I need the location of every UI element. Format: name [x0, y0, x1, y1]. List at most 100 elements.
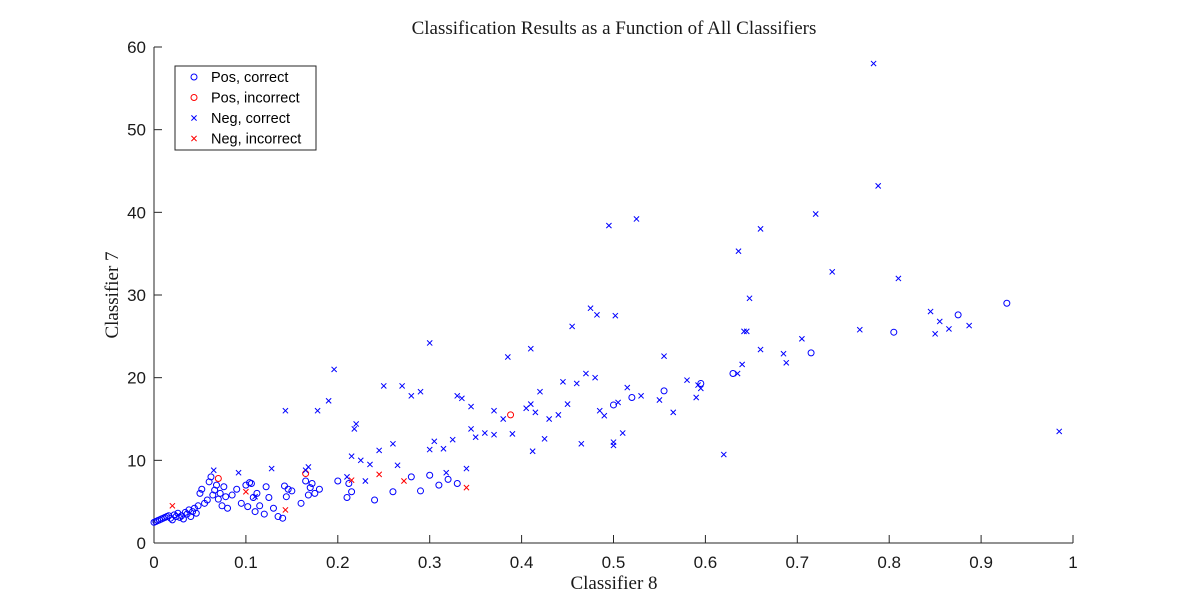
point-neg-correct	[344, 473, 350, 480]
x-tick-label: 0.3	[418, 553, 442, 572]
point-neg-correct	[812, 211, 819, 217]
point-pos-correct	[224, 504, 232, 512]
point-neg-correct	[481, 430, 488, 437]
point-neg-correct	[605, 222, 612, 229]
point-neg-correct	[252, 493, 259, 500]
point-neg-correct	[560, 378, 566, 385]
point-neg-correct	[966, 322, 973, 329]
legend-marker-1	[190, 94, 198, 101]
point-neg-incorrect	[401, 478, 407, 484]
point-neg-correct	[895, 275, 902, 282]
y-ticks: 0 10 20 30 40 50 60	[127, 38, 162, 553]
point-neg-correct	[757, 225, 764, 232]
point-neg-correct	[491, 407, 497, 414]
point-pos-correct	[890, 328, 898, 336]
point-neg-correct	[389, 440, 396, 447]
point-pos-correct	[192, 509, 200, 517]
point-pos-incorrect	[302, 470, 310, 478]
point-neg-correct	[523, 405, 530, 412]
point-neg-correct	[362, 478, 369, 484]
point-pos-correct	[269, 504, 277, 512]
point-neg-correct	[210, 467, 217, 474]
point-pos-correct	[274, 513, 282, 521]
point-neg-correct	[532, 409, 539, 416]
point-neg-correct	[936, 318, 943, 325]
point-neg-correct	[720, 451, 727, 458]
point-pos-correct	[1003, 299, 1011, 307]
point-pos-correct	[207, 473, 215, 481]
point-neg-correct	[394, 462, 401, 469]
point-neg-correct	[856, 326, 863, 333]
y-tick-label: 0	[137, 534, 146, 553]
point-neg-correct	[697, 385, 704, 392]
point-pos-correct	[179, 515, 187, 523]
point-neg-correct	[596, 407, 603, 414]
x-tick-label: 0.9	[969, 553, 993, 572]
point-neg-correct	[443, 469, 450, 476]
point-neg-correct	[594, 311, 600, 318]
y-tick-label: 40	[127, 203, 146, 222]
point-neg-correct	[282, 407, 289, 414]
legend-marker-0	[190, 73, 198, 81]
point-neg-correct	[569, 323, 576, 330]
point-pos-correct	[371, 496, 379, 504]
point-neg-correct	[463, 465, 470, 472]
point-neg-correct	[783, 359, 790, 366]
point-neg-correct	[945, 325, 952, 332]
point-neg-correct	[615, 399, 622, 406]
point-neg-correct	[500, 416, 507, 422]
point-pos-correct	[297, 499, 305, 507]
point-neg-correct	[684, 377, 690, 384]
point-neg-correct	[757, 346, 764, 353]
legend-label: Neg, correct	[211, 111, 290, 127]
point-neg-correct	[449, 436, 456, 443]
x-tick-label: 0.7	[785, 553, 809, 572]
point-neg-correct	[468, 403, 475, 410]
point-pos-correct	[308, 479, 316, 487]
point-pos-correct	[282, 493, 290, 501]
legend-marker-2	[191, 115, 197, 121]
point-neg-correct	[509, 430, 516, 437]
point-neg-correct	[746, 295, 753, 302]
point-neg-correct	[573, 380, 580, 387]
data-points	[150, 60, 1063, 526]
point-neg-incorrect	[169, 502, 176, 509]
point-neg-correct	[468, 425, 475, 432]
x-tick-label: 0.1	[234, 553, 258, 572]
point-neg-correct	[527, 401, 534, 408]
point-neg-correct	[458, 395, 465, 402]
point-neg-correct	[798, 335, 805, 342]
point-pos-correct	[218, 502, 226, 510]
point-pos-correct	[435, 481, 443, 489]
chart-title: Classification Results as a Function of …	[412, 18, 817, 39]
point-neg-correct	[739, 361, 746, 368]
point-neg-correct	[780, 350, 787, 357]
x-tick-label: 0.6	[694, 553, 718, 572]
point-pos-correct	[697, 379, 705, 387]
legend-label: Neg, incorrect	[211, 132, 301, 148]
point-pos-correct	[214, 495, 222, 503]
point-pos-correct	[610, 401, 617, 409]
x-tick-label: 1	[1068, 553, 1077, 572]
point-neg-incorrect	[282, 506, 289, 513]
point-neg-correct	[619, 430, 626, 437]
point-neg-correct	[472, 434, 479, 441]
point-neg-correct	[741, 328, 747, 335]
point-pos-incorrect	[507, 411, 515, 419]
point-neg-correct	[348, 453, 355, 460]
point-neg-correct	[592, 374, 599, 381]
x-axis-label: Classifier 8	[570, 573, 657, 594]
point-neg-correct	[380, 382, 387, 389]
point-pos-correct	[244, 503, 252, 511]
y-tick-label: 10	[127, 451, 146, 470]
point-neg-correct	[656, 397, 663, 403]
point-neg-correct	[555, 411, 562, 418]
point-neg-correct	[331, 366, 338, 373]
point-neg-correct	[564, 401, 571, 408]
point-pos-correct	[660, 387, 668, 395]
x-tick-label: 0.4	[510, 553, 534, 572]
point-neg-correct	[431, 438, 438, 445]
point-pos-correct	[288, 487, 296, 495]
legend-label: Pos, incorrect	[211, 91, 300, 107]
